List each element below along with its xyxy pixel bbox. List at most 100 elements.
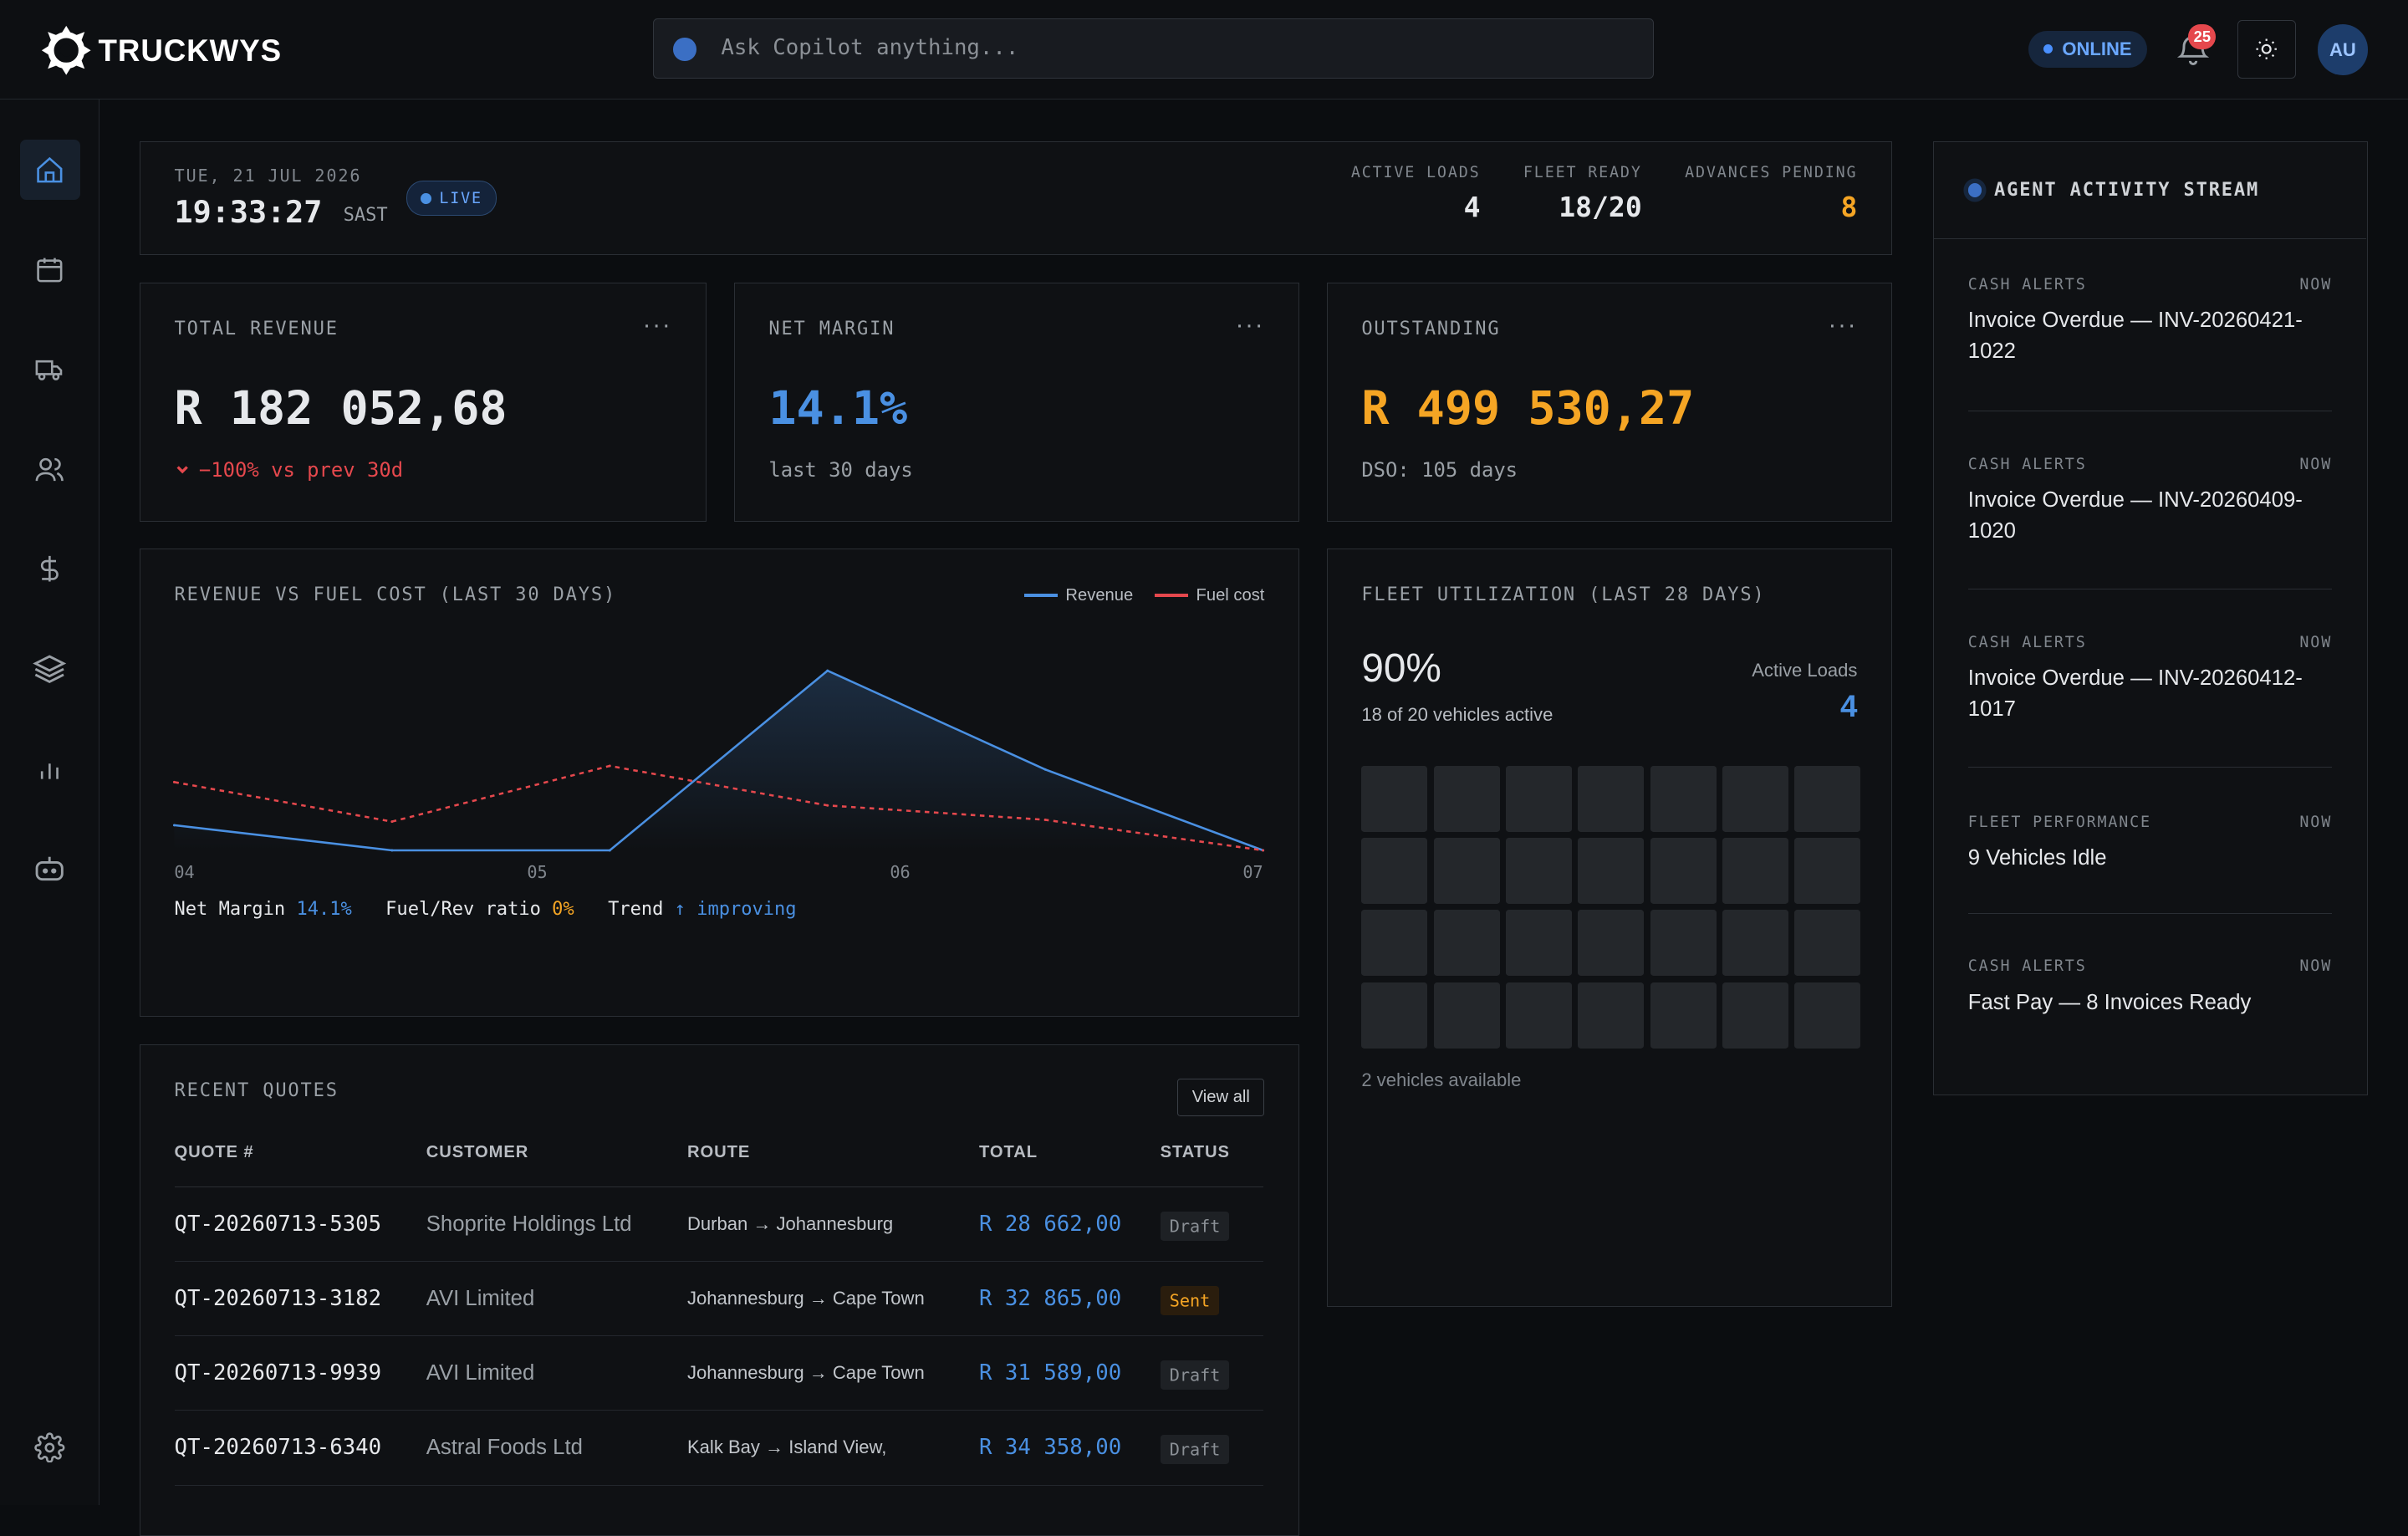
column-header[interactable]: QUOTE #	[174, 1119, 426, 1187]
footer-value: 0%	[552, 899, 574, 921]
sidebar-item-finance[interactable]	[20, 539, 80, 600]
activity-time: NOW	[2299, 455, 2333, 473]
stat-value: 8	[1840, 190, 1858, 223]
status-badge: Draft	[1160, 1360, 1230, 1390]
column-header[interactable]: STATUS	[1160, 1119, 1263, 1187]
dollar-icon	[41, 556, 59, 582]
fuel-cost-point	[173, 780, 176, 783]
sidebar-item-home[interactable]	[19, 140, 80, 200]
chevron-down-icon	[176, 466, 188, 474]
kpi-net-margin: NET MARGIN ··· 14.1% last 30 days	[733, 282, 1299, 523]
stat-label: ACTIVE LOADS	[1350, 163, 1481, 181]
activity-item[interactable]: CASH ALERTS NOW Invoice Overdue — INV-20…	[1967, 633, 2333, 768]
more-icon[interactable]: ···	[1828, 310, 1858, 339]
vehicle-cell[interactable]	[1361, 910, 1428, 977]
vehicle-cell[interactable]	[1578, 837, 1645, 904]
vehicle-cell[interactable]	[1433, 765, 1500, 832]
vehicle-cell[interactable]	[1794, 765, 1861, 832]
vehicle-cell[interactable]	[1505, 765, 1572, 832]
vehicle-cell[interactable]	[1794, 910, 1861, 977]
sidebar-item-analytics[interactable]	[20, 738, 80, 799]
vehicle-grid	[1361, 765, 1861, 1049]
footer-label: Fuel/Rev ratio	[385, 899, 541, 921]
more-icon[interactable]: ···	[642, 310, 672, 339]
table-row[interactable]: QT-20260713-3182 AVI Limited Johannesbur…	[174, 1261, 1263, 1337]
vehicle-cell[interactable]	[1650, 765, 1717, 832]
table-row[interactable]: QT-20260713-5305 Shoprite Holdings Ltd D…	[174, 1186, 1263, 1263]
vehicle-cell[interactable]	[1722, 765, 1788, 832]
vehicle-cell[interactable]	[1433, 910, 1500, 977]
vehicle-cell[interactable]	[1722, 982, 1788, 1049]
vehicle-cell[interactable]	[1578, 910, 1645, 977]
vehicle-cell[interactable]	[1505, 837, 1572, 904]
sidebar-item-calendar[interactable]	[20, 240, 80, 300]
current-date: TUE, 21 JUL 2026	[174, 165, 362, 186]
sidebar-item-agents[interactable]	[20, 839, 80, 899]
sidebar	[0, 100, 99, 1505]
sidebar-item-fleet[interactable]	[20, 339, 80, 400]
quote-id[interactable]: QT-20260713-9939	[174, 1335, 426, 1411]
column-header[interactable]: CUSTOMER	[426, 1119, 687, 1187]
user-avatar[interactable]: AU	[2317, 24, 2369, 75]
theme-toggle-button[interactable]	[2237, 19, 2296, 79]
kpi-value: 14.1%	[768, 381, 908, 436]
vehicle-cell[interactable]	[1722, 837, 1788, 904]
activity-item[interactable]: CASH ALERTS NOW Invoice Overdue — INV-20…	[1967, 455, 2333, 590]
vehicle-cell[interactable]	[1578, 982, 1645, 1049]
vehicle-cell[interactable]	[1650, 982, 1717, 1049]
active-loads-value: 4	[1839, 688, 1858, 723]
quote-id[interactable]: QT-20260713-5305	[174, 1186, 426, 1263]
copilot-search-input[interactable]	[721, 19, 1612, 76]
view-all-button[interactable]: View all	[1177, 1079, 1265, 1116]
x-tick-label: 06	[890, 862, 911, 882]
agent-activity-panel: AGENT ACTIVITY STREAM CASH ALERTS NOW In…	[1933, 140, 2369, 1095]
vehicle-cell[interactable]	[1578, 765, 1645, 832]
vehicle-cell[interactable]	[1505, 910, 1572, 977]
vehicle-cell[interactable]	[1361, 765, 1428, 832]
more-icon[interactable]: ···	[1235, 310, 1265, 339]
activity-header: AGENT ACTIVITY STREAM	[1934, 142, 2366, 239]
column-header[interactable]: TOTAL	[978, 1119, 1161, 1187]
truck-icon	[36, 360, 63, 381]
kpi-outstanding: OUTSTANDING ··· R 499 530,27 DSO: 105 da…	[1326, 282, 1892, 523]
table-row[interactable]: QT-20260713-6340 Astral Foods Ltd Kalk B…	[174, 1410, 1263, 1486]
kpi-title: OUTSTANDING	[1361, 319, 1501, 340]
status-badge: Draft	[1160, 1434, 1230, 1464]
kpi-title: NET MARGIN	[768, 319, 895, 340]
chart-footer: Net Margin 14.1% Fuel/Rev ratio 0% Trend…	[175, 899, 797, 920]
chart-title: REVENUE VS FUEL COST (LAST 30 DAYS)	[174, 584, 617, 605]
column-header[interactable]: ROUTE	[686, 1119, 979, 1187]
quote-id[interactable]: QT-20260713-3182	[174, 1261, 426, 1337]
vehicle-cell[interactable]	[1433, 982, 1500, 1049]
logo-icon	[41, 26, 91, 75]
table-row[interactable]: QT-20260713-9939 AVI Limited Johannesbur…	[174, 1335, 1263, 1411]
vehicle-cell[interactable]	[1433, 837, 1500, 904]
online-status-badge: ONLINE	[2028, 30, 2147, 68]
vehicle-cell[interactable]	[1794, 837, 1861, 904]
activity-time: NOW	[2299, 633, 2333, 651]
live-badge: LIVE	[406, 180, 497, 217]
vehicle-cell[interactable]	[1505, 982, 1572, 1049]
vehicle-cell[interactable]	[1361, 982, 1428, 1049]
sidebar-item-layers[interactable]	[20, 639, 80, 699]
logo[interactable]: TRUCKWYS	[40, 24, 282, 76]
vehicle-cell[interactable]	[1650, 837, 1717, 904]
vehicle-cell[interactable]	[1361, 837, 1428, 904]
quote-id[interactable]: QT-20260713-6340	[174, 1410, 426, 1486]
quote-status-cell: Draft	[1160, 1335, 1263, 1411]
activity-dot-icon	[1967, 183, 1982, 197]
activity-item[interactable]: FLEET PERFORMANCE NOW 9 Vehicles Idle	[1967, 813, 2333, 914]
copilot-search[interactable]	[652, 18, 1655, 79]
status-badge: Sent	[1160, 1285, 1220, 1315]
activity-item[interactable]: CASH ALERTS NOW Fast Pay — 8 Invoices Re…	[1968, 957, 2332, 1049]
quote-total: R 28 662,00	[978, 1186, 1161, 1263]
quote-total: R 31 589,00	[978, 1335, 1161, 1411]
sidebar-item-settings[interactable]	[20, 1417, 80, 1477]
vehicle-cell[interactable]	[1794, 982, 1861, 1049]
kpi-title: TOTAL REVENUE	[174, 319, 339, 340]
sidebar-item-customers[interactable]	[20, 439, 80, 499]
vehicle-cell[interactable]	[1650, 910, 1717, 977]
vehicle-cell[interactable]	[1722, 910, 1788, 977]
activity-category: FLEET PERFORMANCE	[1967, 813, 2151, 831]
activity-item[interactable]: CASH ALERTS NOW Invoice Overdue — INV-20…	[1967, 276, 2333, 412]
